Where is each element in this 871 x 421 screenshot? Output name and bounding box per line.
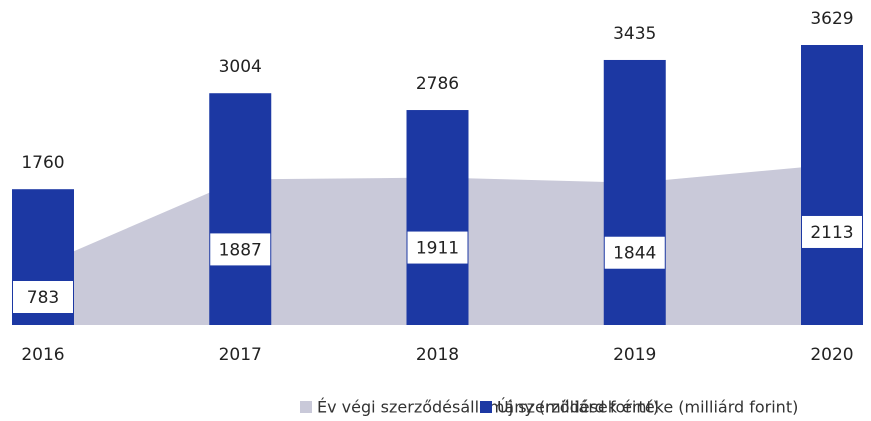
label-box	[604, 236, 665, 269]
bar-value-label: 1760	[21, 153, 64, 173]
bar-value-label: 3004	[219, 57, 262, 77]
bar	[406, 110, 469, 325]
x-tick-label: 2019	[613, 345, 656, 365]
x-tick-label: 2018	[416, 345, 459, 365]
legend-label: Új szerződések értéke (milliárd forint)	[497, 398, 798, 417]
bar-value-label: 3435	[613, 24, 656, 44]
area-value-label: 1844	[613, 244, 656, 264]
area-value-label: 1887	[219, 240, 262, 260]
legend-swatch	[480, 401, 492, 413]
legend-swatch	[300, 401, 312, 413]
bar-value-label: 2786	[416, 74, 459, 94]
bar-value-label: 3629	[810, 9, 853, 29]
bar	[603, 59, 666, 325]
bar	[209, 93, 272, 325]
area-value-label: 1911	[416, 239, 459, 259]
area-value-label: 2113	[810, 223, 853, 243]
label-box	[407, 231, 468, 264]
x-tick-label: 2020	[810, 345, 853, 365]
label-box	[13, 281, 73, 313]
x-tick-label: 2017	[219, 345, 262, 365]
bar	[801, 45, 863, 325]
area-value-label: 783	[27, 288, 59, 308]
x-tick-label: 2016	[21, 345, 64, 365]
label-box	[210, 233, 271, 266]
label-box	[802, 215, 862, 248]
